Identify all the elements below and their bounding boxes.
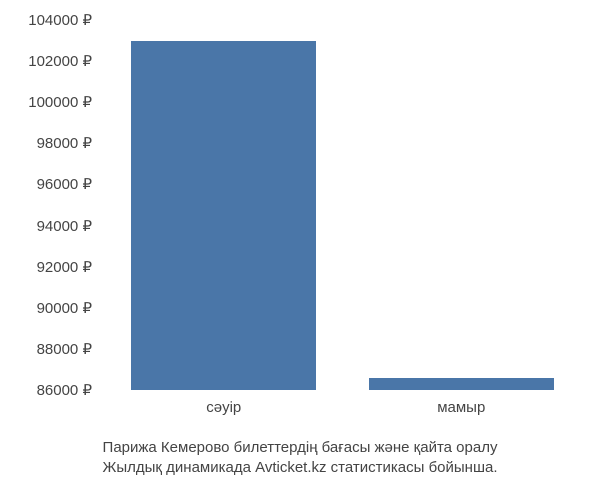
y-tick-label: 90000 ₽ <box>37 299 92 317</box>
y-tick-label: 88000 ₽ <box>37 340 92 358</box>
bars-group <box>105 20 580 390</box>
y-tick-label: 98000 ₽ <box>37 134 92 152</box>
y-tick-label: 96000 ₽ <box>37 175 92 193</box>
y-tick-label: 92000 ₽ <box>37 258 92 276</box>
y-tick-label: 100000 ₽ <box>28 93 92 111</box>
y-tick-label: 102000 ₽ <box>28 52 92 70</box>
chart-caption: Парижа Кемерово билеттердің бағасы және … <box>0 438 600 479</box>
x-axis: сәуір мамыр <box>105 395 580 425</box>
plot-area <box>105 20 580 390</box>
bar <box>131 41 316 390</box>
y-tick-label: 94000 ₽ <box>37 217 92 235</box>
x-tick-label: мамыр <box>437 399 485 416</box>
caption-line-1: Парижа Кемерово билеттердің бағасы және … <box>10 438 590 458</box>
y-axis: 86000 ₽88000 ₽90000 ₽92000 ₽94000 ₽96000… <box>0 20 100 390</box>
bar <box>369 378 554 390</box>
y-tick-label: 86000 ₽ <box>37 381 92 399</box>
x-tick-label: сәуір <box>206 399 241 416</box>
price-bar-chart: 86000 ₽ 88000 ₽ 90000 ₽ 92000 ₽ 94000 ₽ 96000… <box>0 0 600 500</box>
y-tick-label: 104000 ₽ <box>28 11 92 29</box>
caption-line-2: Жылдық динамикада Avticket.kz статистика… <box>10 458 590 478</box>
